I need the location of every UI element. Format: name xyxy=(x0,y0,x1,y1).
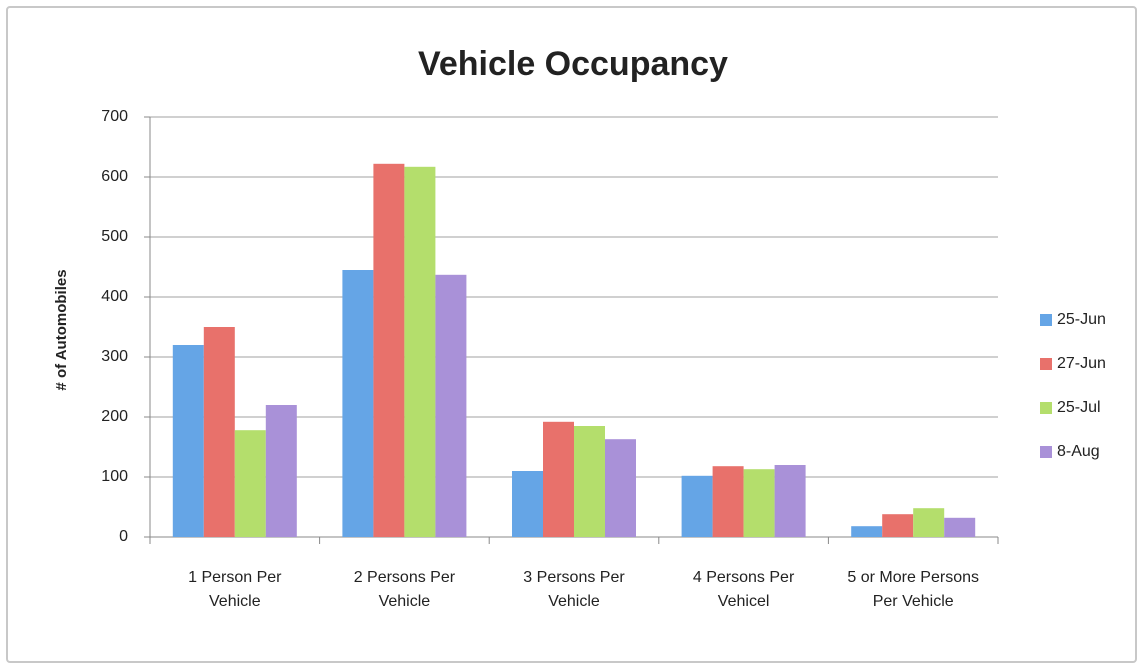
bar xyxy=(913,508,945,537)
bar xyxy=(404,166,436,538)
y-tick-label: 100 xyxy=(101,468,128,485)
x-tick-label: 3 Persons Per Vehicle xyxy=(523,569,625,610)
legend-label: 8-Aug xyxy=(1057,443,1100,460)
legend-label: 25-Jul xyxy=(1057,399,1101,416)
bar xyxy=(605,439,636,537)
bar xyxy=(435,274,467,537)
y-tick-label: 700 xyxy=(101,108,128,125)
bar xyxy=(172,345,204,537)
bar xyxy=(774,465,806,537)
bar xyxy=(234,430,266,537)
bar xyxy=(265,405,297,537)
bar xyxy=(574,426,605,537)
bar xyxy=(944,517,976,537)
chart-frame xyxy=(6,6,1137,663)
legend-swatch xyxy=(1040,358,1052,370)
y-tick-label: 200 xyxy=(101,408,128,425)
legend-swatch xyxy=(1040,314,1052,326)
x-tick-label: 2 Persons Per Vehicle xyxy=(353,569,456,610)
legend-swatch xyxy=(1040,402,1052,414)
y-tick-label: 400 xyxy=(101,288,128,305)
y-tick-label: 0 xyxy=(119,528,128,545)
bar xyxy=(712,466,744,537)
bar xyxy=(681,475,713,537)
y-tick-label: 500 xyxy=(101,228,128,245)
y-axis-label: # of Automobiles xyxy=(53,269,70,390)
bar xyxy=(882,514,914,537)
legend-label: 25-Jun xyxy=(1057,311,1106,328)
bar xyxy=(743,469,775,537)
bar xyxy=(373,163,405,538)
y-tick-label: 600 xyxy=(101,168,128,185)
bar xyxy=(203,327,235,537)
bar xyxy=(342,270,374,537)
bar xyxy=(543,421,574,537)
bar xyxy=(851,526,883,537)
x-tick-label: 1 Person Per Vehicle xyxy=(188,569,282,610)
x-tick-label: 5 or More Persons Per Vehicle xyxy=(847,569,979,610)
bar xyxy=(512,471,543,537)
legend-swatch xyxy=(1040,446,1052,458)
x-tick-label: 4 Persons Per Vehicel xyxy=(692,569,795,610)
legend-label: 27-Jun xyxy=(1057,355,1106,372)
chart-title: Vehicle Occupancy xyxy=(418,45,728,83)
y-tick-label: 300 xyxy=(101,348,128,365)
